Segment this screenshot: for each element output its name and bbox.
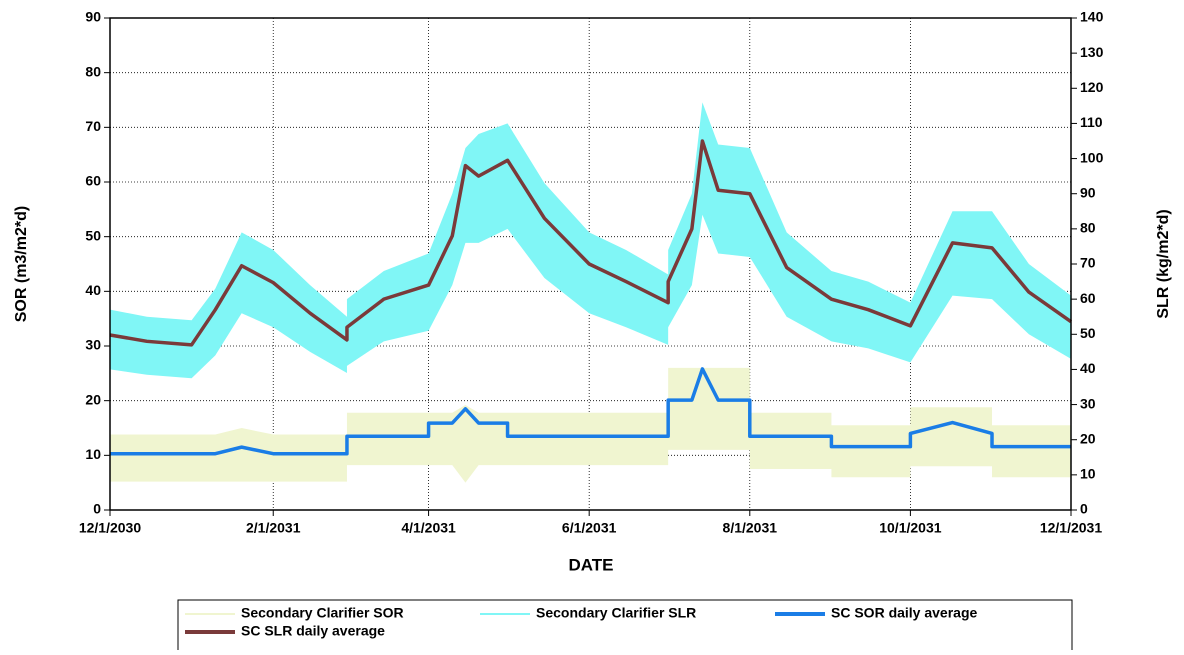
- y-tick-label: 80: [85, 63, 101, 79]
- y-axis-title: SOR (m3/m2*d): [13, 206, 30, 322]
- y2-tick-label: 60: [1080, 290, 1096, 306]
- x-tick-label: 4/1/2031: [401, 520, 456, 536]
- y2-tick-label: 40: [1080, 360, 1096, 376]
- y-tick-label: 0: [93, 501, 101, 517]
- band-area: [110, 367, 1071, 483]
- y-tick-label: 20: [85, 391, 101, 407]
- y2-tick-label: 140: [1080, 9, 1104, 25]
- band-area: [110, 102, 1071, 379]
- x-tick-label: 12/1/2030: [79, 520, 141, 536]
- y2-tick-label: 30: [1080, 395, 1096, 411]
- y-tick-label: 40: [85, 282, 101, 298]
- y2-tick-label: 120: [1080, 79, 1104, 95]
- x-tick-label: 10/1/2031: [879, 520, 941, 536]
- legend-box: [177, 599, 1073, 650]
- x-tick-label: 12/1/2031: [1040, 520, 1102, 536]
- legend-label: Secondary Clarifier SLR: [536, 605, 696, 621]
- y-tick-label: 30: [85, 337, 101, 353]
- y2-tick-label: 0: [1080, 501, 1088, 517]
- series-line: [109, 139, 1073, 347]
- y-tick-label: 70: [85, 118, 101, 134]
- y2-tick-label: 100: [1080, 149, 1104, 165]
- x-tick-label: 2/1/2031: [246, 520, 301, 536]
- y2-tick-label: 130: [1080, 44, 1104, 60]
- legend-label: SC SLR daily average: [241, 623, 385, 639]
- legend-label: Secondary Clarifier SOR: [241, 605, 404, 621]
- y-tick-label: 90: [85, 9, 101, 25]
- series-line: [110, 367, 1071, 456]
- plot-frame: [109, 17, 1072, 511]
- y-tick-label: 50: [85, 227, 101, 243]
- x-axis-title: DATE: [568, 555, 613, 574]
- y2-tick-label: 70: [1080, 255, 1096, 271]
- y2-axis-title: SLR (kg/m2*d): [1155, 209, 1172, 318]
- y2-tick-label: 90: [1080, 184, 1096, 200]
- legend-label: SC SOR daily average: [831, 605, 978, 621]
- y2-tick-label: 80: [1080, 220, 1096, 236]
- y2-tick-label: 20: [1080, 430, 1096, 446]
- y-tick-label: 60: [85, 173, 101, 189]
- y2-tick-label: 10: [1080, 466, 1096, 482]
- x-tick-label: 8/1/2031: [723, 520, 778, 536]
- y2-tick-label: 110: [1080, 114, 1103, 130]
- y2-tick-label: 50: [1080, 325, 1096, 341]
- y-tick-label: 10: [85, 446, 101, 462]
- x-tick-label: 6/1/2031: [562, 520, 617, 536]
